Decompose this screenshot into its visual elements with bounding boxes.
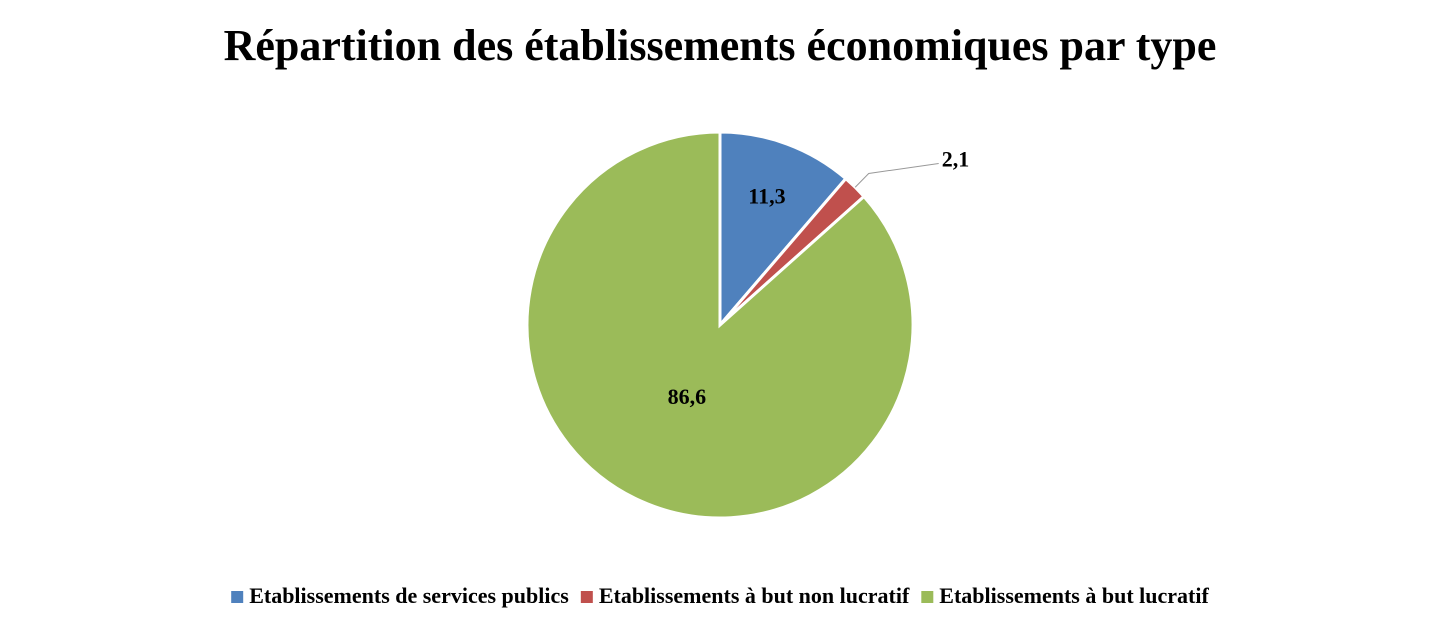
legend-label: Etablissements à but non lucratif [599, 583, 910, 608]
pie-slice [525, 130, 915, 520]
data-label: 86,6 [668, 384, 707, 409]
data-label: 2,1 [942, 147, 970, 172]
legend-swatch [921, 591, 934, 603]
legend-swatch [231, 591, 244, 603]
legend-swatch [580, 591, 593, 603]
chart-title: Répartition des établissements économiqu… [224, 21, 1217, 70]
legend-label: Etablissements de services publics [249, 583, 569, 608]
pie-slice [718, 130, 848, 330]
data-label: 11,3 [748, 183, 785, 208]
leader-line [854, 162, 939, 188]
legend-label: Etablissements à but lucratif [939, 583, 1209, 608]
